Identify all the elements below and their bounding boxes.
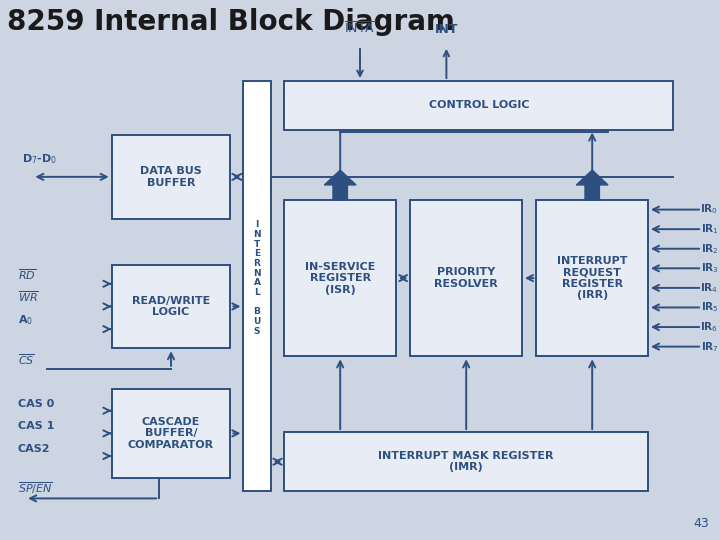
Bar [284,81,673,130]
Text: IR$_4$: IR$_4$ [701,281,719,295]
Text: $\overline{SP/EN}$: $\overline{SP/EN}$ [18,481,53,496]
Text: IR$_6$: IR$_6$ [701,320,719,334]
Text: $\overline{\rm INTA}$: $\overline{\rm INTA}$ [344,21,376,36]
Text: 43: 43 [693,517,709,530]
Text: IR$_0$: IR$_0$ [701,202,719,217]
Text: IR$_7$: IR$_7$ [701,340,719,354]
Bar [112,135,230,219]
Text: INTERRUPT
REQUEST
REGISTER
(IRR): INTERRUPT REQUEST REGISTER (IRR) [557,256,627,300]
Text: A$_0$: A$_0$ [18,313,33,327]
Text: CASCADE
BUFFER/
COMPARATOR: CASCADE BUFFER/ COMPARATOR [128,417,214,450]
Bar [536,200,648,356]
Text: D$_7$-D$_0$: D$_7$-D$_0$ [22,153,57,166]
Text: 8259 Internal Block Diagram: 8259 Internal Block Diagram [7,8,455,36]
Bar [112,389,230,478]
Bar [112,265,230,348]
Text: $\overline{RD}$: $\overline{RD}$ [18,267,36,282]
Bar [284,432,648,491]
Text: DATA BUS
BUFFER: DATA BUS BUFFER [140,166,202,188]
Text: I
N
T
E
R
N
A
L
 
B
U
S: I N T E R N A L B U S [253,220,261,336]
Bar [243,81,271,491]
Text: INTERRUPT MASK REGISTER
(IMR): INTERRUPT MASK REGISTER (IMR) [379,451,554,472]
Text: CAS 0: CAS 0 [18,399,54,408]
Text: IR$_5$: IR$_5$ [701,301,719,314]
Polygon shape [324,170,356,200]
Polygon shape [577,170,608,200]
Text: $\overline{CS}$: $\overline{CS}$ [18,352,35,367]
Text: IR$_2$: IR$_2$ [701,242,719,255]
Text: CONTROL LOGIC: CONTROL LOGIC [428,100,529,110]
Text: IR$_3$: IR$_3$ [701,261,719,275]
Text: INT: INT [435,23,458,36]
Bar [284,200,396,356]
Bar [410,200,522,356]
Text: READ/WRITE
LOGIC: READ/WRITE LOGIC [132,295,210,317]
Text: CAS 1: CAS 1 [18,421,55,431]
Text: PRIORITY
RESOLVER: PRIORITY RESOLVER [434,267,498,289]
Text: CAS2: CAS2 [18,444,50,454]
Text: $\overline{WR}$: $\overline{WR}$ [18,289,39,304]
Text: IR$_1$: IR$_1$ [701,222,719,236]
Text: IN-SERVICE
REGISTER
(ISR): IN-SERVICE REGISTER (ISR) [305,261,375,295]
